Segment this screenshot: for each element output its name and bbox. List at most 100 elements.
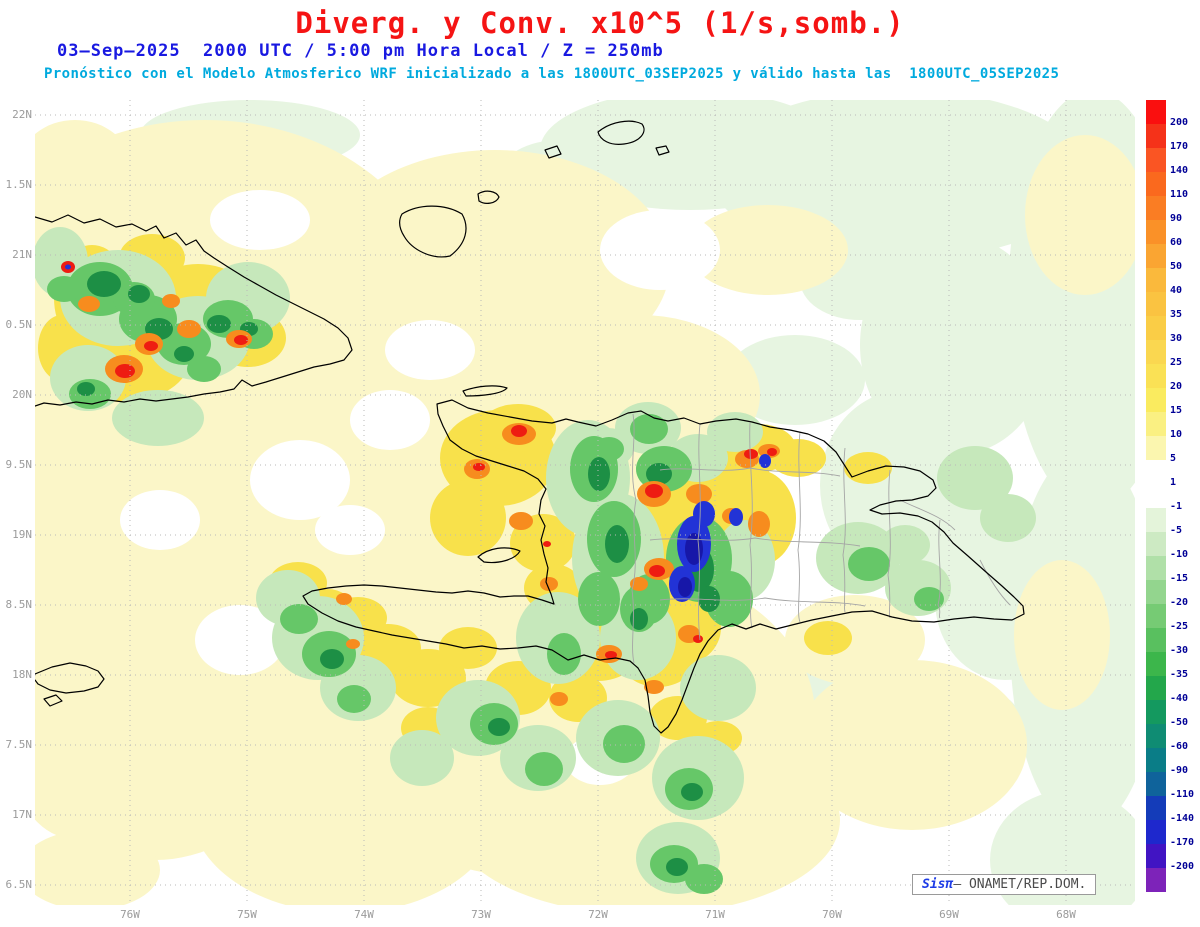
colorbar-segment bbox=[1146, 316, 1166, 340]
lat-tick-label: 17N bbox=[12, 808, 32, 821]
colorbar-tick-label: -90 bbox=[1170, 765, 1189, 776]
colorbar-tick-label: 170 bbox=[1170, 141, 1189, 152]
lat-tick-label: 0.5N bbox=[5, 318, 33, 331]
lat-tick-label: 7.5N bbox=[5, 738, 33, 751]
colorbar-segment bbox=[1146, 220, 1166, 244]
colorbar-tick-label: 140 bbox=[1170, 165, 1189, 176]
colorbar-segment bbox=[1146, 124, 1166, 148]
colorbar-tick-label: 110 bbox=[1170, 189, 1189, 200]
province-borders-layer bbox=[631, 413, 1011, 664]
tortue-island-coastline bbox=[462, 385, 508, 397]
colorbar-segment bbox=[1146, 268, 1166, 292]
colorbar-segment bbox=[1146, 484, 1166, 508]
turks-islands-coastline bbox=[655, 145, 670, 156]
colorbar-tick-label: -20 bbox=[1170, 597, 1189, 608]
colorbar-segment bbox=[1146, 700, 1166, 724]
colorbar-tick-label: 1 bbox=[1170, 477, 1177, 488]
great-inagua-coastline bbox=[398, 205, 467, 258]
lat-tick-label: 8.5N bbox=[5, 598, 33, 611]
colorbar-segment bbox=[1146, 820, 1166, 844]
gridlines-layer bbox=[35, 100, 1135, 905]
colorbar-segment bbox=[1146, 196, 1166, 220]
colorbar-tick-label: 15 bbox=[1170, 405, 1183, 416]
lon-tick-label: 68W bbox=[1056, 908, 1076, 921]
colorbar-segment bbox=[1146, 292, 1166, 316]
caicos-islands-coastline bbox=[544, 145, 562, 159]
colorbar-tick-label: -15 bbox=[1170, 573, 1189, 584]
colorbar-tick-label: 30 bbox=[1170, 333, 1183, 344]
colorbar-segment bbox=[1146, 556, 1166, 580]
model-info-line: Pronóstico con el Modelo Atmosferico WRF… bbox=[44, 66, 1060, 82]
lat-tick-label: 22N bbox=[12, 108, 32, 121]
map-plot-area bbox=[35, 100, 1135, 905]
colorbar-tick-label: -140 bbox=[1170, 813, 1195, 824]
colorbar-tick-label: -110 bbox=[1170, 789, 1195, 800]
islet-coastline bbox=[43, 694, 63, 707]
colorbar-tick-label: -10 bbox=[1170, 549, 1189, 560]
colorbar-tick-label: 40 bbox=[1170, 285, 1183, 296]
colorbar-segment bbox=[1146, 148, 1166, 172]
colorbar-segment bbox=[1146, 388, 1166, 412]
lon-tick-label: 71W bbox=[705, 908, 725, 921]
colorbar-segment bbox=[1146, 460, 1166, 484]
colorbar bbox=[1146, 100, 1166, 892]
colorbar-segment bbox=[1146, 340, 1166, 364]
colorbar-segment bbox=[1146, 508, 1166, 532]
colorbar-segment bbox=[1146, 652, 1166, 676]
chart-title: Diverg. y Conv. x10^5 (1/s,somb.) bbox=[295, 6, 905, 40]
hispaniola-coastline bbox=[302, 399, 1025, 734]
colorbar-segment bbox=[1146, 364, 1166, 388]
colorbar-segment bbox=[1146, 580, 1166, 604]
colorbar-tick-label: -50 bbox=[1170, 717, 1189, 728]
little-inagua-coastline bbox=[477, 190, 500, 204]
lon-tick-label: 76W bbox=[120, 908, 140, 921]
divergence-field-layer bbox=[35, 100, 1135, 905]
lon-tick-label: 69W bbox=[939, 908, 959, 921]
colorbar-tick-label: 200 bbox=[1170, 117, 1189, 128]
jamaica-coastline bbox=[35, 662, 105, 694]
colorbar-segment bbox=[1146, 172, 1166, 196]
colorbar-tick-label: -200 bbox=[1170, 861, 1195, 872]
colorbar-tick-label: 5 bbox=[1170, 453, 1177, 464]
lat-tick-label: 1.5N bbox=[5, 178, 33, 191]
colorbar-tick-label: -5 bbox=[1170, 525, 1183, 536]
colorbar-tick-label: -1 bbox=[1170, 501, 1183, 512]
colorbar-segment bbox=[1146, 724, 1166, 748]
colorbar-tick-label: 35 bbox=[1170, 309, 1183, 320]
colorbar-tick-label: -25 bbox=[1170, 621, 1189, 632]
colorbar-segment bbox=[1146, 868, 1166, 892]
lat-tick-label: 19N bbox=[12, 528, 32, 541]
colorbar-segment bbox=[1146, 676, 1166, 700]
credit-brand: Sisπ bbox=[922, 877, 954, 892]
colorbar-tick-label: -60 bbox=[1170, 741, 1189, 752]
lon-tick-label: 75W bbox=[237, 908, 257, 921]
lat-tick-label: 6.5N bbox=[5, 878, 33, 891]
lon-tick-label: 73W bbox=[471, 908, 491, 921]
colorbar-segment bbox=[1146, 796, 1166, 820]
cuba-coastline bbox=[35, 214, 353, 407]
colorbar-tick-label: 60 bbox=[1170, 237, 1183, 248]
colorbar-segment bbox=[1146, 748, 1166, 772]
map-svg bbox=[35, 100, 1135, 905]
forecast-datetime-line: 03–Sep–2025 2000 UTC / 5:00 pm Hora Loca… bbox=[57, 41, 664, 61]
colorbar-segment bbox=[1146, 532, 1166, 556]
colorbar-segment bbox=[1146, 436, 1166, 460]
credit-badge: Sisπ– ONAMET/REP.DOM. bbox=[912, 874, 1097, 895]
gonave-island-coastline bbox=[477, 547, 521, 564]
lat-tick-label: 20N bbox=[12, 388, 32, 401]
lon-tick-label: 70W bbox=[822, 908, 842, 921]
credit-text: – ONAMET/REP.DOM. bbox=[953, 877, 1087, 892]
coastline-layer bbox=[35, 120, 1025, 734]
colorbar-segment bbox=[1146, 244, 1166, 268]
lat-tick-label: 9.5N bbox=[5, 458, 33, 471]
colorbar-segment bbox=[1146, 604, 1166, 628]
colorbar-tick-label: 25 bbox=[1170, 357, 1183, 368]
colorbar-tick-label: 50 bbox=[1170, 261, 1183, 272]
colorbar-tick-label: 20 bbox=[1170, 381, 1183, 392]
colorbar-segment bbox=[1146, 844, 1166, 868]
colorbar-segment bbox=[1146, 628, 1166, 652]
colorbar-tick-label: -40 bbox=[1170, 693, 1189, 704]
colorbar-segment bbox=[1146, 772, 1166, 796]
lat-tick-label: 21N bbox=[12, 248, 32, 261]
